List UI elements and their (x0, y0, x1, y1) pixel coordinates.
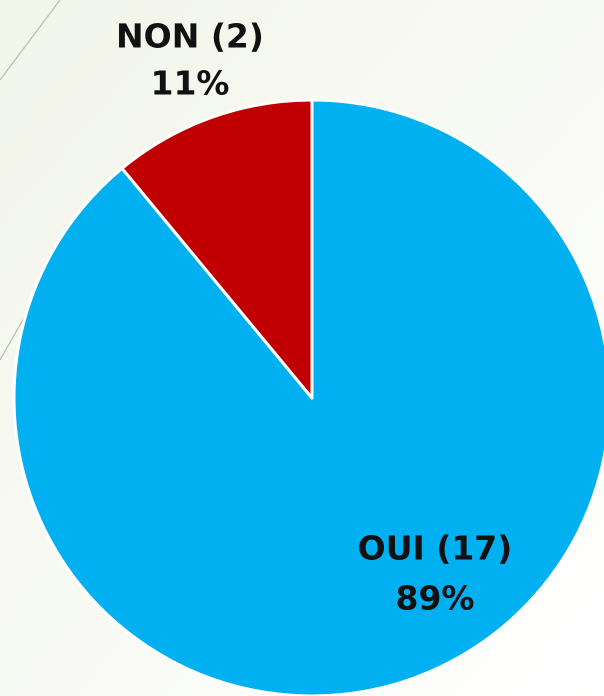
decor-line (0, 0, 61, 81)
pie-slice (120, 98, 314, 400)
pie (12, 98, 604, 696)
labels: OUI (17) 89% NON (2) 11% (116, 17, 512, 618)
slice-value-label: 89% (396, 579, 475, 618)
slice-category-label: OUI (17) (358, 529, 513, 568)
slice-category-label: NON (2) (116, 17, 264, 56)
slice-value-label: 11% (151, 64, 230, 103)
pie-slice (12, 98, 604, 696)
